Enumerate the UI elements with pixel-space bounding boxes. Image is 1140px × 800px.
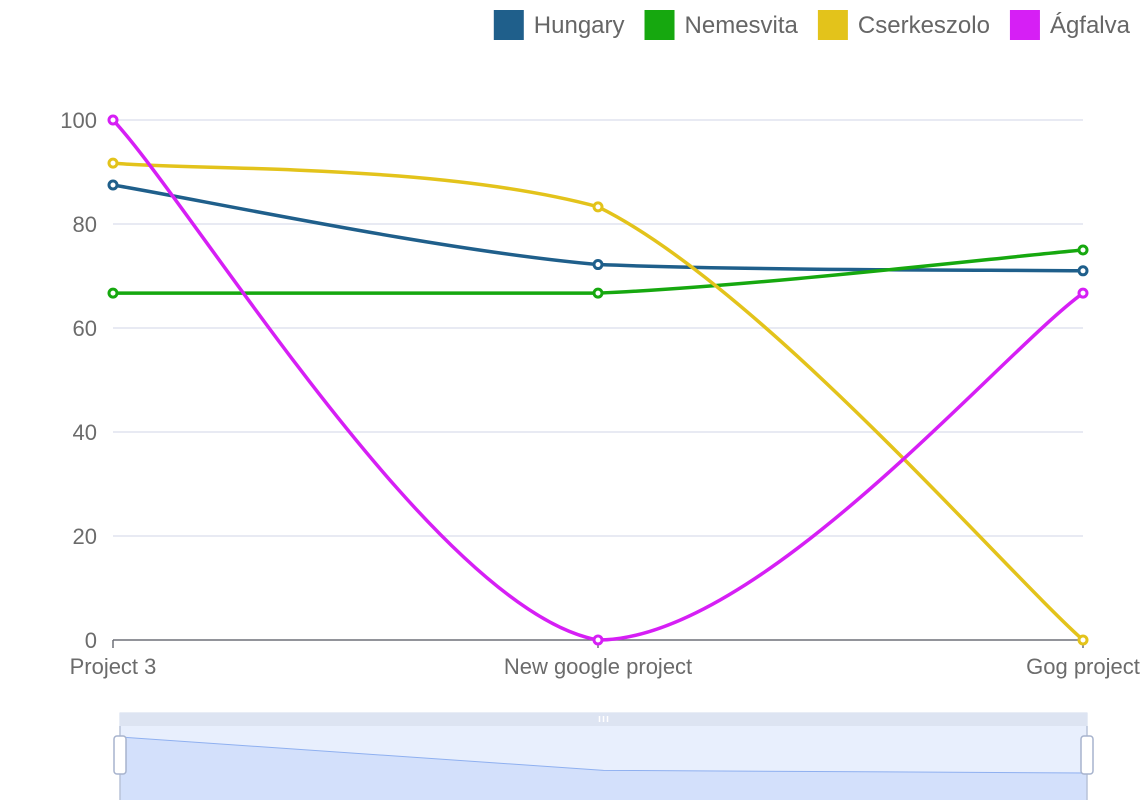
data-point[interactable]: [1077, 634, 1089, 646]
legend-item[interactable]: Ágfalva: [1009, 10, 1131, 40]
y-tick-label: 20: [73, 524, 97, 549]
data-point[interactable]: [1077, 287, 1089, 299]
y-tick-label: 80: [73, 212, 97, 237]
legend-item[interactable]: Nemesvita: [644, 10, 799, 40]
series-2: [107, 157, 1089, 646]
series-3: [107, 114, 1089, 646]
legend-item[interactable]: Cserkeszolo: [817, 10, 990, 40]
legend-label: Cserkeszolo: [858, 12, 990, 39]
series-line: [111, 183, 1085, 273]
zoom-handle-left[interactable]: [113, 735, 127, 775]
y-axis-labels: 0 20 40 60 80 100: [60, 108, 97, 653]
legend-swatch: [817, 10, 848, 40]
zoom-handle-right[interactable]: [1080, 735, 1094, 775]
data-point[interactable]: [592, 634, 604, 646]
y-tick-label: 0: [85, 628, 97, 653]
data-point[interactable]: [1077, 244, 1089, 256]
data-point[interactable]: [592, 201, 604, 213]
data-point[interactable]: [592, 259, 604, 271]
data-point[interactable]: [107, 157, 119, 169]
data-zoom-slider[interactable]: [113, 712, 1094, 800]
data-point[interactable]: [107, 287, 119, 299]
zoom-preview-line: [119, 736, 1088, 774]
data-point[interactable]: [107, 179, 119, 191]
series-lines: [107, 114, 1089, 646]
y-tick-label: 60: [73, 316, 97, 341]
x-tick-label: Gog project: [1026, 654, 1140, 679]
zoom-preview-area: [120, 737, 1087, 800]
legend-swatch: [493, 10, 524, 40]
x-tick-label: New google project: [504, 654, 692, 679]
legend-label: Nemesvita: [685, 12, 799, 39]
legend-label: Ágfalva: [1050, 12, 1131, 39]
legend-swatch: [1009, 10, 1040, 40]
data-point[interactable]: [592, 287, 604, 299]
legend-swatch: [644, 10, 675, 40]
legend-label: Hungary: [534, 12, 625, 39]
y-tick-label: 100: [60, 108, 97, 133]
grid-lines: [113, 119, 1083, 537]
y-tick-label: 40: [73, 420, 97, 445]
legend[interactable]: Hungary Nemesvita Cserkeszolo Ágfalva: [493, 10, 1131, 40]
x-axis-labels: Project 3 New google project Gog project: [70, 654, 1140, 679]
series-line: [111, 118, 1085, 642]
data-point[interactable]: [1077, 265, 1089, 277]
data-point[interactable]: [107, 114, 119, 126]
series-0: [107, 179, 1089, 277]
legend-item[interactable]: Hungary: [493, 10, 625, 40]
series-line: [111, 161, 1085, 642]
x-tick-label: Project 3: [70, 654, 157, 679]
series-1: [107, 244, 1089, 299]
